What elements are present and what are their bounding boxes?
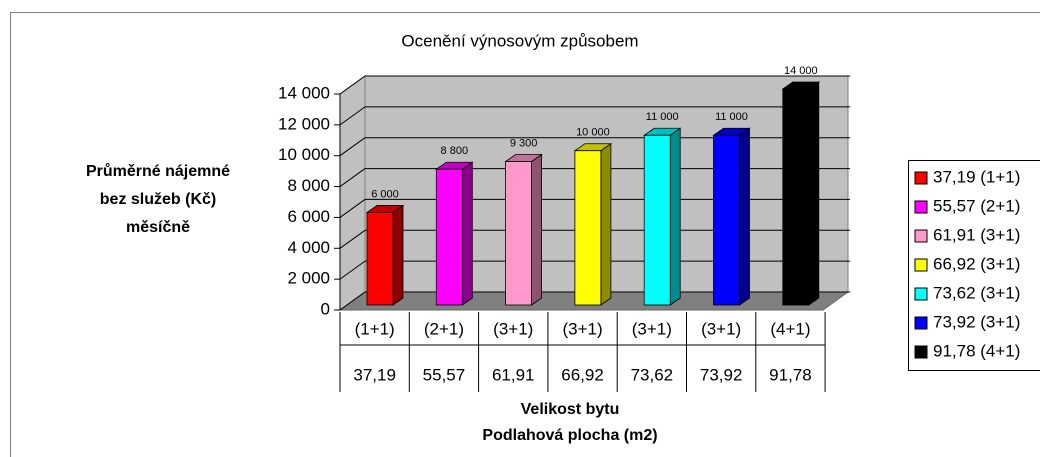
y-tick-label: 4 000 (287, 238, 330, 257)
legend-box (908, 160, 1040, 371)
legend-swatch (914, 345, 928, 359)
x-tick-area: 73,62 (631, 365, 674, 384)
y-tick-label: 0 (321, 299, 330, 318)
bar (574, 150, 602, 306)
x-tick-area: 61,91 (492, 365, 535, 384)
grid-line-side (339, 199, 366, 218)
legend-label: 55,57 (2+1) (933, 196, 1020, 215)
grid-line-side (339, 75, 366, 95)
x-tick-label: (4+1) (770, 319, 810, 338)
legend-label: 66,92 (3+1) (933, 254, 1020, 273)
value-label: 10 000 (576, 127, 610, 139)
y-tick-label: 6 000 (287, 207, 330, 226)
legend-label: 37,19 (1+1) (933, 167, 1020, 186)
grid-line-side (339, 291, 366, 311)
value-label: 14 000 (784, 65, 818, 77)
x-tick-area: 55,57 (423, 365, 466, 384)
chart-title: Ocenění výnosovým způsobem (401, 31, 638, 50)
y-tick-label: 14 000 (278, 83, 330, 102)
value-label: 9 300 (510, 137, 538, 149)
bar (713, 134, 740, 306)
side-wall (339, 75, 366, 311)
grid-line-side (339, 260, 366, 280)
bar (643, 134, 671, 306)
x-tick-label: (3+1) (562, 319, 602, 338)
bar-side (600, 142, 612, 306)
x-tick-label: (3+1) (632, 319, 672, 338)
value-label: 6 000 (371, 188, 399, 200)
legend-swatch (914, 316, 928, 330)
grid-line-side (339, 106, 366, 126)
bar-side (808, 81, 820, 306)
legend-label: 91,78 (4+1) (933, 341, 1020, 360)
grid-line-side (339, 229, 366, 249)
y-axis-label: bez služeb (Kč) (100, 191, 216, 208)
x-axis-label: Velikost bytu (521, 401, 620, 418)
bar-side (739, 127, 750, 306)
legend-label: 73,62 (3+1) (933, 283, 1020, 302)
bar (782, 88, 810, 306)
bar (435, 168, 463, 306)
y-tick-label: 2 000 (287, 269, 330, 288)
legend-swatch (914, 287, 928, 301)
x-tick-area: 73,92 (700, 365, 743, 384)
x-tick-area: 66,92 (561, 365, 604, 384)
value-label: 11 000 (715, 111, 748, 123)
bar-side (392, 204, 404, 306)
y-tick-label: 8 000 (287, 176, 330, 195)
legend-swatch (914, 258, 928, 272)
bar (505, 161, 533, 306)
x-tick-label: (2+1) (424, 319, 464, 338)
x-tick-label: (1+1) (355, 319, 395, 338)
legend-swatch (914, 229, 928, 243)
value-label: 11 000 (646, 111, 679, 123)
y-axis-label: Průměrné nájemné (86, 163, 230, 180)
x-tick-label: (3+1) (701, 319, 741, 338)
x-axis-label: Podlahová plocha (m2) (482, 427, 657, 444)
bar (366, 212, 394, 306)
y-tick-label: 10 000 (278, 145, 330, 164)
y-tick-label: 12 000 (278, 114, 330, 133)
grid-line-side (339, 137, 366, 157)
legend-label: 61,91 (3+1) (933, 225, 1020, 244)
x-tick-label: (3+1) (493, 319, 533, 338)
y-axis-label: měsíčně (126, 219, 190, 236)
x-tick-area: 91,78 (769, 365, 812, 384)
legend-swatch (914, 171, 928, 185)
x-tick-area: 37,19 (353, 365, 396, 384)
bar-side (531, 153, 542, 306)
value-label: 8 800 (441, 145, 469, 157)
legend-swatch (914, 200, 928, 214)
grid-line-side (339, 168, 366, 187)
bar-side (461, 161, 473, 306)
bar-side (669, 127, 681, 306)
legend-label: 73,92 (3+1) (933, 312, 1020, 331)
